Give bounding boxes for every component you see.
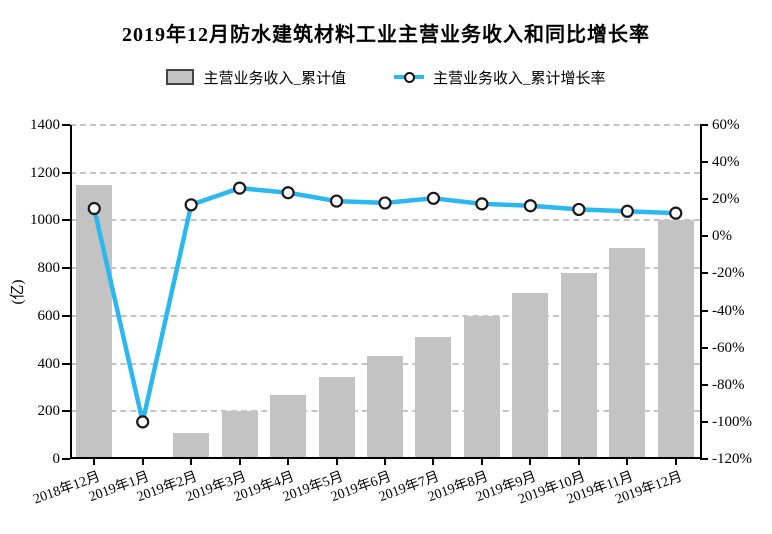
x-axis-tick — [190, 459, 193, 465]
x-axis-tick — [577, 459, 580, 465]
y-axis-tick-label: 0 — [52, 451, 61, 467]
legend: 主营业务收入_累计值 主营业务收入_累计增长率 — [0, 64, 772, 90]
y2-axis-tick-label: 0% — [712, 228, 732, 245]
legend-item-growth: 主营业务收入_累计增长率 — [394, 67, 606, 88]
y-axis-tick — [62, 219, 70, 222]
y2-axis-tick — [700, 124, 708, 126]
y2-axis-tick-label: 40% — [712, 154, 740, 171]
y-axis-tick — [62, 362, 70, 365]
x-axis-tick — [238, 459, 241, 465]
y2-axis-tick — [700, 198, 708, 201]
gridline — [70, 171, 700, 174]
gridline — [70, 124, 700, 126]
y-axis-tick-label: 1400 — [30, 117, 60, 133]
y-axis-tick-label: 200 — [37, 403, 61, 420]
x-axis-tick — [674, 459, 677, 465]
x-axis-tick — [287, 459, 290, 465]
y2-axis-tick-label: -20% — [712, 265, 745, 282]
y2-axis-tick-label: -100% — [712, 413, 752, 430]
y-axis-tick — [62, 458, 70, 460]
legend-label-growth: 主营业务收入_累计增长率 — [433, 70, 606, 87]
y-axis-tick-label: 1000 — [30, 212, 60, 229]
y2-axis-tick — [700, 161, 708, 164]
bar — [173, 432, 210, 459]
y2-axis-tick-label: -60% — [712, 339, 745, 356]
bar-swatch-icon — [166, 69, 195, 85]
y2-axis-tick-label: -40% — [712, 302, 745, 319]
x-axis-tick — [335, 459, 338, 465]
y-axis-tick-label: 800 — [37, 260, 61, 277]
y-axis-tick — [62, 267, 70, 270]
y2-axis-tick-label: -120% — [712, 451, 752, 467]
line-marker-icon — [394, 71, 424, 83]
plot-area — [70, 125, 702, 459]
x-axis-tick — [480, 459, 483, 465]
y2-axis-tick-label: -80% — [712, 376, 745, 393]
y2-axis-tick — [700, 420, 708, 423]
y2-axis-tick — [700, 346, 708, 349]
x-axis-tick — [384, 459, 386, 465]
y2-axis-tick — [700, 272, 708, 275]
y2-axis-tick — [700, 235, 708, 238]
y2-axis-tick-label: 60% — [712, 117, 740, 133]
y2-axis-tick — [700, 458, 708, 460]
y2-axis-tick — [700, 383, 708, 386]
y-axis-tick — [62, 410, 70, 413]
x-axis-tick — [141, 459, 144, 465]
y-axis-tick-label: 400 — [37, 355, 61, 372]
x-axis-tick — [626, 459, 629, 465]
y-axis-tick — [62, 314, 70, 317]
y-axis-tick — [62, 171, 70, 174]
y-axis-tick-label: 1200 — [30, 164, 60, 181]
chart-title: 2019年12月防水建筑材料工业主营业务收入和同比增长率 — [122, 24, 650, 46]
x-axis-tick — [432, 459, 435, 465]
x-axis-tick — [529, 459, 532, 465]
y2-axis-tick-label: 20% — [712, 191, 740, 208]
x-axis-tick — [93, 459, 96, 465]
y2-axis-tick — [700, 309, 708, 312]
y-axis-tick — [62, 124, 70, 126]
legend-item-revenue: 主营业务收入_累计值 — [166, 67, 346, 88]
legend-label-revenue: 主营业务收入_累计值 — [203, 70, 346, 87]
y-axis-tick-label: 600 — [37, 307, 61, 324]
